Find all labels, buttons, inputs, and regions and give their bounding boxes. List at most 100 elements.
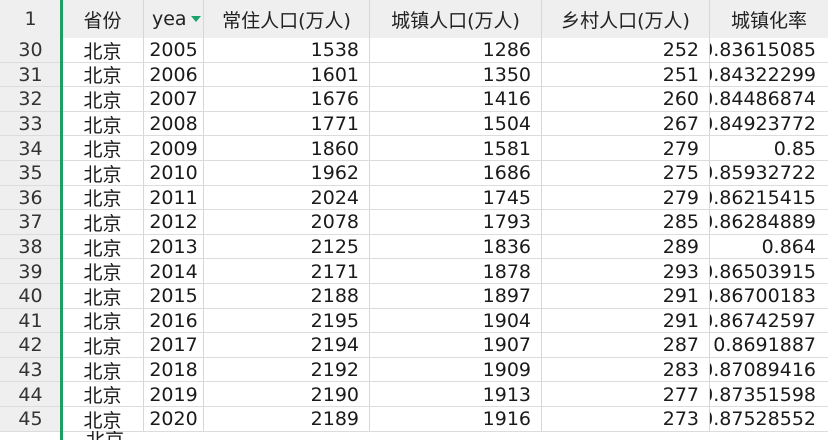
cell-resident[interactable]: 2188 (204, 284, 370, 309)
cell-province[interactable]: 北京 (62, 38, 144, 63)
cell-urban[interactable]: 1793 (370, 210, 542, 235)
header-province[interactable]: 省份 (62, 0, 144, 38)
cell-rural[interactable]: 279 (542, 136, 710, 161)
cell-resident[interactable]: 2125 (204, 234, 370, 260)
cell-resident[interactable]: 1962 (204, 161, 370, 186)
cell-province[interactable]: 北京 (62, 308, 144, 334)
cell-rural[interactable]: 260 (542, 87, 710, 112)
cell-rate[interactable]: 0.86700183 (710, 285, 816, 308)
header-resident-population[interactable]: 常住人口(万人) (204, 0, 370, 38)
cell-year[interactable]: 2008 (144, 111, 204, 137)
cell-resident[interactable]: 1860 (204, 136, 370, 161)
cell-resident[interactable]: 2189 (204, 407, 370, 432)
cell-year[interactable]: 2010 (144, 161, 204, 186)
row-number[interactable]: 41 (0, 308, 62, 334)
cell-rural[interactable]: 289 (542, 234, 710, 260)
frozen-column-divider[interactable] (60, 0, 63, 440)
cell-province[interactable]: 北京 (62, 111, 144, 137)
cell-rural[interactable]: 251 (542, 62, 710, 88)
cell-rural[interactable]: 283 (542, 357, 710, 383)
cell-resident[interactable]: 2195 (204, 308, 370, 334)
cell-rural[interactable]: 273 (542, 407, 710, 432)
cell-urban[interactable]: 1836 (370, 234, 542, 260)
cell-rural[interactable]: 285 (542, 210, 710, 235)
row-number[interactable]: 35 (0, 161, 62, 186)
cell-province[interactable]: 北京 (62, 333, 144, 358)
cell-year[interactable]: 2019 (144, 382, 204, 407)
cell-province[interactable]: 北京 (62, 357, 144, 383)
row-number[interactable]: 39 (0, 259, 62, 284)
cell-rural[interactable]: 277 (542, 382, 710, 407)
cell-year[interactable]: 2013 (144, 234, 204, 260)
header-urban-population[interactable]: 城镇人口(万人) (370, 0, 542, 38)
cell-urban[interactable]: 1350 (370, 62, 542, 88)
row-number[interactable]: 30 (0, 38, 62, 63)
cell-province[interactable]: 北京 (62, 234, 144, 260)
cell-year[interactable]: 2006 (144, 62, 204, 88)
filter-dropdown-icon[interactable] (190, 16, 201, 22)
cell-urban[interactable]: 1913 (370, 382, 542, 407)
cell-rural[interactable]: 252 (542, 38, 710, 63)
cell-resident[interactable]: 2194 (204, 333, 370, 358)
cell-urban[interactable]: 1581 (370, 136, 542, 161)
cell-rate[interactable]: 0.86503915 (710, 260, 816, 283)
cell-urban[interactable]: 1416 (370, 87, 542, 112)
cell-rate[interactable]: 0.86215415 (710, 186, 816, 209)
cell-urban[interactable]: 1504 (370, 111, 542, 137)
cell-resident[interactable]: 2192 (204, 357, 370, 383)
cell-resident[interactable]: 1676 (204, 87, 370, 112)
cell-rate[interactable]: 0.87089416 (710, 359, 816, 382)
cell-rate[interactable]: 0.864 (761, 236, 816, 259)
header-urbanization-rate[interactable]: 城镇化率 (730, 9, 807, 32)
cell-year[interactable]: 2016 (144, 308, 204, 334)
cell-rural[interactable]: 279 (542, 185, 710, 211)
cell-year[interactable]: 2011 (144, 185, 204, 211)
cell-province[interactable]: 北京 (62, 87, 144, 112)
cell-province[interactable]: 北京 (62, 185, 144, 211)
cell-urban[interactable]: 1686 (370, 161, 542, 186)
cell-province[interactable]: 北京 (62, 136, 144, 161)
cell-rate[interactable]: 0.85932722 (710, 162, 816, 185)
cell-rural[interactable]: 291 (542, 308, 710, 334)
partial-next-row-cell[interactable]: 北京 (86, 431, 124, 440)
row-number[interactable]: 38 (0, 234, 62, 260)
cell-urban[interactable]: 1904 (370, 308, 542, 334)
cell-resident[interactable]: 2024 (204, 185, 370, 211)
cell-rural[interactable]: 291 (542, 284, 710, 309)
cell-rate[interactable]: 0.87528552 (710, 408, 816, 431)
cell-province[interactable]: 北京 (62, 210, 144, 235)
cell-province[interactable]: 北京 (62, 259, 144, 284)
cell-resident[interactable]: 2171 (204, 259, 370, 284)
cell-year[interactable]: 2014 (144, 259, 204, 284)
cell-rural[interactable]: 293 (542, 259, 710, 284)
header-rural-population[interactable]: 乡村人口(万人) (542, 0, 710, 38)
cell-urban[interactable]: 1286 (370, 38, 542, 63)
cell-rural[interactable]: 275 (542, 161, 710, 186)
cell-urban[interactable]: 1897 (370, 284, 542, 309)
header-row-number[interactable]: 1 (0, 0, 62, 38)
cell-year[interactable]: 2012 (144, 210, 204, 235)
row-number[interactable]: 42 (0, 333, 62, 358)
cell-province[interactable]: 北京 (62, 161, 144, 186)
cell-urban[interactable]: 1907 (370, 333, 542, 358)
cell-rate[interactable]: 0.86284889 (710, 211, 816, 234)
cell-year[interactable]: 2015 (144, 284, 204, 309)
row-number[interactable]: 40 (0, 284, 62, 309)
row-number[interactable]: 43 (0, 357, 62, 383)
cell-rate[interactable]: 0.8691887 (713, 334, 816, 357)
cell-urban[interactable]: 1745 (370, 185, 542, 211)
cell-rural[interactable]: 267 (542, 111, 710, 137)
row-number[interactable]: 33 (0, 111, 62, 137)
cell-urban[interactable]: 1909 (370, 357, 542, 383)
cell-rate[interactable]: 0.83615085 (710, 39, 816, 62)
cell-urban[interactable]: 1878 (370, 259, 542, 284)
row-number[interactable]: 32 (0, 87, 62, 112)
cell-province[interactable]: 北京 (62, 382, 144, 407)
cell-year[interactable]: 2005 (144, 38, 204, 63)
cell-resident[interactable]: 2190 (204, 382, 370, 407)
cell-province[interactable]: 北京 (62, 407, 144, 432)
cell-resident[interactable]: 1601 (204, 62, 370, 88)
cell-year[interactable]: 2009 (144, 136, 204, 161)
row-number[interactable]: 45 (0, 407, 62, 432)
cell-rate[interactable]: 0.84486874 (710, 88, 816, 111)
